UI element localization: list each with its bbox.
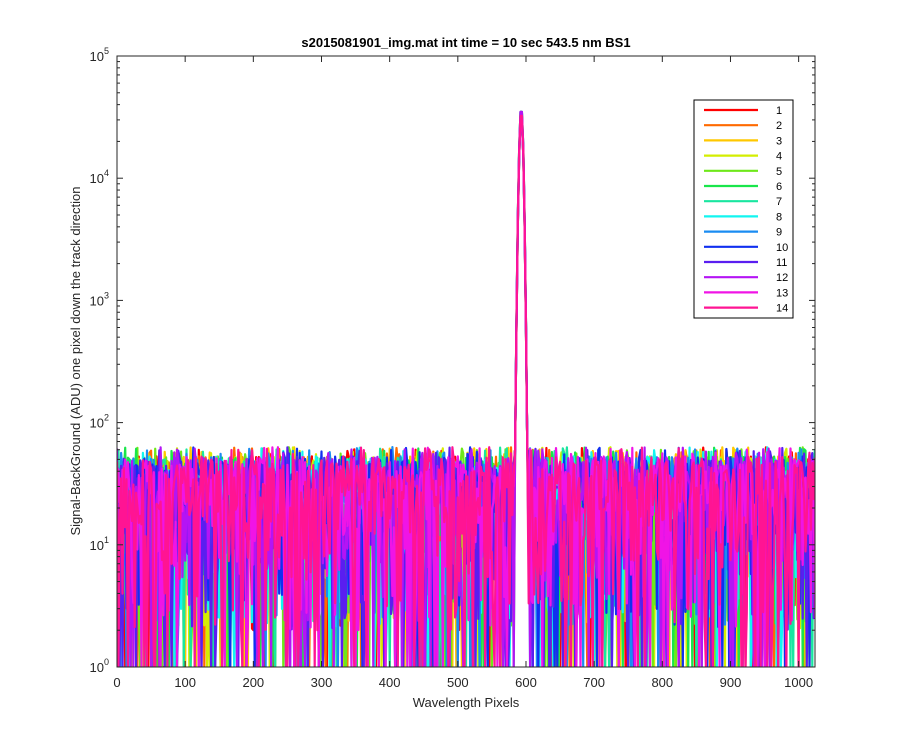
legend-label: 10 <box>776 242 788 254</box>
y-tick-exponent: 4 <box>104 168 109 178</box>
x-tick-label: 600 <box>515 675 537 690</box>
y-tick-exponent: 1 <box>104 535 109 545</box>
y-tick-base: 10 <box>90 293 104 308</box>
legend-label: 13 <box>776 287 788 299</box>
y-tick-exponent: 2 <box>104 413 109 423</box>
x-tick-label: 1000 <box>784 675 813 690</box>
legend-box <box>693 99 794 319</box>
y-tick-label: 105 <box>90 46 109 64</box>
y-tick-label: 103 <box>90 290 109 308</box>
x-tick-label: 800 <box>651 675 673 690</box>
legend-label: 7 <box>776 196 782 208</box>
y-tick-label: 102 <box>90 413 109 431</box>
legend-label: 9 <box>776 227 782 239</box>
plot-frame <box>116 55 816 668</box>
y-tick-base: 10 <box>90 171 104 186</box>
y-tick-base: 10 <box>90 660 104 675</box>
x-tick-label: 200 <box>242 675 264 690</box>
y-tick-base: 10 <box>90 538 104 553</box>
y-tick-exponent: 3 <box>104 290 109 300</box>
x-tick-label: 300 <box>311 675 333 690</box>
legend-label: 5 <box>776 166 782 178</box>
legend-label: 12 <box>776 272 788 284</box>
y-tick-exponent: 5 <box>104 46 109 56</box>
legend-label: 1 <box>776 105 782 117</box>
y-axis-label: Signal-BackGround (ADU) one pixel down t… <box>68 186 83 535</box>
y-tick-exponent: 0 <box>104 657 109 667</box>
y-tick-label: 101 <box>90 535 109 553</box>
x-tick-label: 900 <box>720 675 742 690</box>
legend-label: 3 <box>776 135 782 147</box>
y-tick-label: 100 <box>90 657 109 675</box>
x-axis-label: Wavelength Pixels <box>413 695 520 710</box>
x-axis-ticks: 0 100 200 300 400 500 600 700 800 900 1000 <box>113 56 813 690</box>
series-layer <box>117 110 815 667</box>
x-tick-label: 100 <box>174 675 196 690</box>
y-tick-label: 104 <box>90 168 109 186</box>
y-tick-base: 10 <box>90 49 104 64</box>
y-tick-base: 10 <box>90 416 104 431</box>
series-line-14 <box>117 114 815 667</box>
legend-label: 6 <box>776 181 782 193</box>
x-tick-label: 400 <box>379 675 401 690</box>
x-tick-label: 700 <box>583 675 605 690</box>
legend-label: 8 <box>776 211 782 223</box>
legend-label: 11 <box>776 257 787 269</box>
x-tick-label: 500 <box>447 675 469 690</box>
x-tick-label: 0 <box>113 675 120 690</box>
legend-label: 14 <box>776 303 788 315</box>
legend-label: 2 <box>776 120 782 132</box>
legend-label: 4 <box>776 151 782 163</box>
chart-title: s2015081901_img.mat int time = 10 sec 54… <box>301 35 630 50</box>
